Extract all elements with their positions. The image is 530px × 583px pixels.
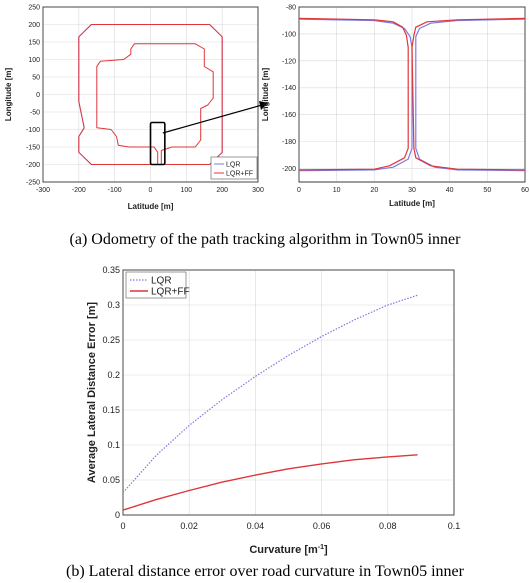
zoom-box <box>149 121 166 166</box>
odometry-plot: -300 -200 -100 0 100 200 300 -250 -200 -150 -100 -5… <box>4 4 268 211</box>
x-tick-label: 0 <box>149 187 153 194</box>
y-tick-label: 250 <box>28 4 40 11</box>
x-axis-label: Latitude [m] <box>389 199 435 208</box>
plot-border <box>42 6 259 183</box>
caption-a: (a) Odometry of the path tracking algori… <box>70 231 462 248</box>
y-tick-label: 0.15 <box>102 405 120 415</box>
x-tick-label: 300 <box>252 187 264 194</box>
zoomed-odometry-plot: 0 10 20 30 40 50 60 -80 -100 -120 -140 -160 -180 -200… <box>261 4 529 208</box>
y-tick-label: -160 <box>282 112 296 119</box>
x-tick-label: -100 <box>108 187 122 194</box>
y-tick-label: -150 <box>26 144 40 151</box>
y-axis-label: Average Lateral Distance Error [m] <box>86 302 98 483</box>
series-line-lqr-ff <box>78 24 223 165</box>
x-axis-label: Curvature [m-1] <box>249 544 328 556</box>
plot-border <box>122 269 455 516</box>
y-tick-label: 50 <box>32 74 40 81</box>
x-tick-label: -200 <box>72 187 86 194</box>
y-tick-label: 0.2 <box>107 370 120 380</box>
x-tick-label: 60 <box>521 187 529 194</box>
y-tick-label: 0.25 <box>102 335 120 345</box>
x-tick-label: 0.04 <box>247 521 265 531</box>
plot-border <box>298 6 526 183</box>
x-tick-label: 0.06 <box>313 521 331 531</box>
y-tick-label: -200 <box>26 162 40 169</box>
y-tick-label: -100 <box>282 31 296 38</box>
series-line-lqr-ff <box>122 454 418 511</box>
y-tick-label: -100 <box>26 127 40 134</box>
y-tick-label: 150 <box>28 39 40 46</box>
legend-label: LQR+FF <box>226 171 253 178</box>
x-tick-label: 50 <box>483 187 491 194</box>
x-axis-label-main: Curvature [m <box>249 544 318 556</box>
legend-label: LQR <box>226 162 240 169</box>
y-tick-label: -140 <box>282 85 296 92</box>
y-tick-label: -120 <box>282 58 296 65</box>
y-tick-label: 100 <box>28 57 40 64</box>
y-tick-label: -80 <box>286 4 296 11</box>
zoom-arrow <box>162 104 263 134</box>
y-tick-label: 0.05 <box>102 475 120 485</box>
x-tick-label: 200 <box>216 187 228 194</box>
y-tick-label: 0 <box>36 92 40 99</box>
y-tick-label: -200 <box>282 166 296 173</box>
legend-label: LQR+FF <box>151 287 190 298</box>
x-tick-label: 40 <box>446 187 454 194</box>
y-axis-label: Longitude [m] <box>4 68 13 122</box>
caption-b: (b) Lateral distance error over road cur… <box>66 563 465 580</box>
x-axis-label-tail: ] <box>324 544 328 556</box>
series-line-lqr-ff <box>411 17 526 171</box>
x-axis-label-sup: -1 <box>318 544 324 551</box>
series-line-lqr-ff <box>298 17 409 171</box>
x-tick-label: 0.02 <box>180 521 198 531</box>
series-line-lqr <box>122 294 418 493</box>
legend-box <box>125 271 187 299</box>
x-tick-label: 30 <box>408 187 416 194</box>
y-tick-label: -50 <box>30 109 40 116</box>
y-tick-label: 0 <box>115 510 120 520</box>
x-tick-label: -300 <box>36 187 50 194</box>
x-tick-label: 0 <box>120 521 125 531</box>
x-tick-label: 20 <box>370 187 378 194</box>
y-tick-label: 200 <box>28 22 40 29</box>
y-tick-label: -180 <box>282 139 296 146</box>
x-tick-label: 0.08 <box>379 521 397 531</box>
series-line-lqr <box>415 18 526 172</box>
x-axis-label: Latitude [m] <box>128 202 174 211</box>
x-tick-label: 100 <box>180 187 192 194</box>
y-tick-label: 0.1 <box>107 440 120 450</box>
x-tick-label: 10 <box>333 187 341 194</box>
lateral-error-plot: 0 0.02 0.04 0.06 0.08 0.1 0 0.05 0.1 0.15 0.2 0.25 0… <box>86 265 460 556</box>
series-line-inner-path <box>96 43 214 165</box>
x-tick-label: 0 <box>297 187 301 194</box>
zoom-arrow-head <box>259 101 268 110</box>
y-tick-label: 0.3 <box>107 300 120 310</box>
legend-label: LQR <box>151 276 172 287</box>
plot-area <box>122 269 455 516</box>
y-tick-label: 0.35 <box>102 265 120 275</box>
y-axis-label: Longitude [m] <box>261 68 270 122</box>
y-tick-label: -250 <box>26 179 40 186</box>
x-tick-label: 0.1 <box>448 521 461 531</box>
